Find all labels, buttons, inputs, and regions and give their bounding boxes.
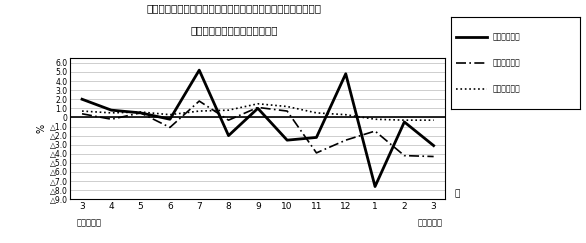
Text: 総実労働時間: 総実労働時間 — [492, 59, 520, 68]
Text: 常用雇用指数: 常用雇用指数 — [492, 85, 520, 94]
Y-axis label: %: % — [37, 124, 47, 133]
Text: 第４図　　賃金、労働時間、常用雇用指数対前年同月比の推移: 第４図 賃金、労働時間、常用雇用指数対前年同月比の推移 — [147, 4, 322, 14]
Text: 月: 月 — [454, 190, 459, 199]
Text: 平成２１年: 平成２１年 — [417, 219, 442, 228]
Text: （規樯５人以上　調査産業計）: （規樯５人以上 調査産業計） — [190, 26, 278, 35]
Text: 現金給与総額: 現金給与総額 — [492, 33, 520, 42]
Text: 平成２０年: 平成２０年 — [76, 219, 101, 228]
